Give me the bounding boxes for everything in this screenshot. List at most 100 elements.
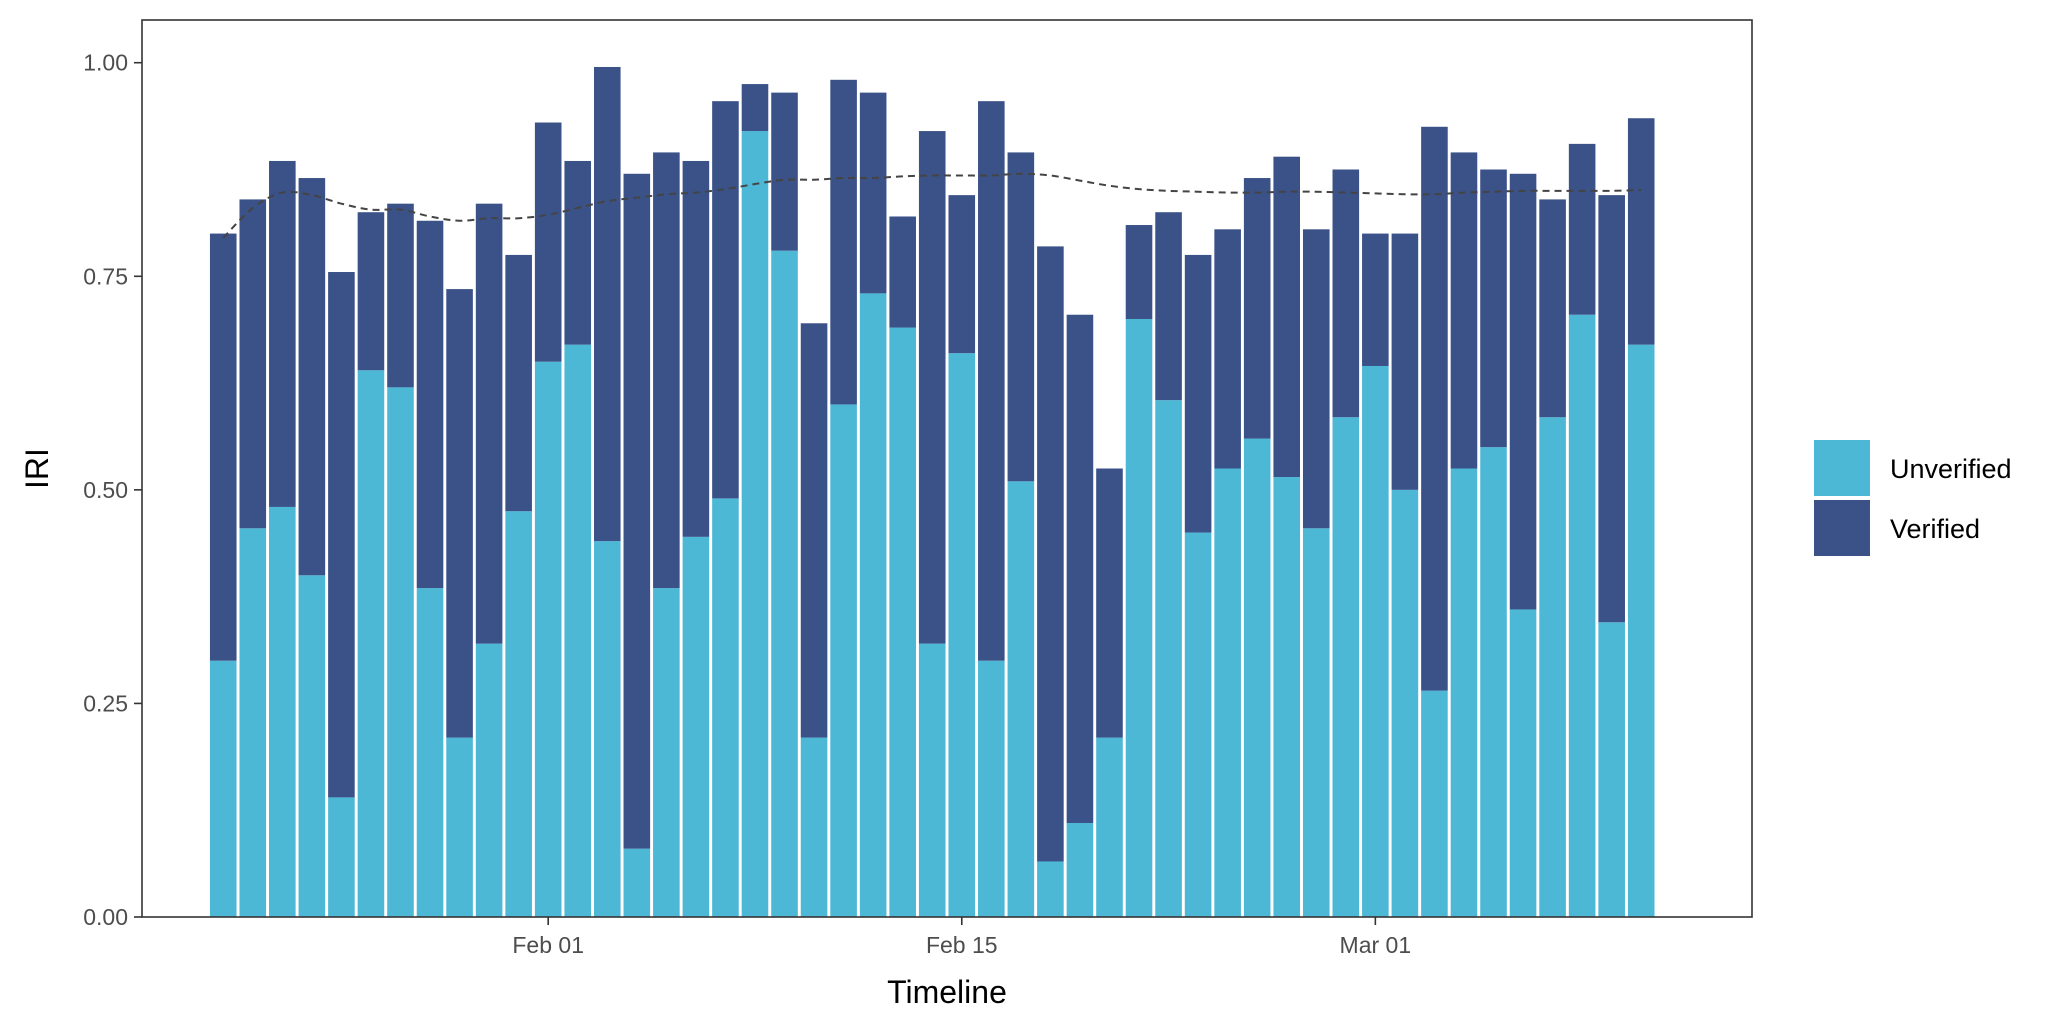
- bar-verified: [357, 212, 385, 371]
- bar-unverified: [1184, 532, 1212, 917]
- bar-verified: [1598, 195, 1625, 623]
- bar-verified: [682, 160, 710, 537]
- plot-panel-border: [141, 19, 1753, 918]
- bar-unverified: [416, 588, 444, 917]
- x-tick-label: Feb 01: [512, 932, 584, 958]
- bar-verified: [1007, 152, 1035, 482]
- x-tick-label: Mar 01: [1340, 932, 1412, 958]
- bar-verified: [564, 160, 592, 345]
- bar-unverified: [1509, 609, 1537, 917]
- bar-unverified: [357, 370, 385, 917]
- bar-verified: [505, 254, 532, 512]
- bar-unverified: [1362, 365, 1389, 917]
- bar-unverified: [1155, 400, 1182, 918]
- legend-key-verified: [1814, 500, 1870, 556]
- bar-verified: [1627, 118, 1655, 345]
- bar-unverified: [771, 250, 798, 917]
- bar-unverified: [1568, 314, 1596, 917]
- bar-verified: [1184, 254, 1212, 533]
- bar-unverified: [741, 131, 769, 918]
- bar-unverified: [1332, 417, 1360, 917]
- bar-unverified: [859, 293, 887, 917]
- bar-verified: [623, 173, 651, 849]
- bar-verified: [741, 84, 769, 132]
- legend-label-unverified: Unverified: [1890, 454, 2012, 484]
- bar-verified: [1037, 246, 1064, 862]
- bar-verified: [446, 289, 473, 738]
- bar-verified: [948, 195, 976, 354]
- legend-key-unverified: [1814, 440, 1870, 496]
- bar-unverified: [1273, 477, 1301, 917]
- bar-unverified: [1037, 861, 1064, 917]
- x-axis-title: Timeline: [887, 974, 1007, 1010]
- trend-line: [222, 172, 1642, 239]
- bar-unverified: [475, 643, 503, 917]
- bar-unverified: [1539, 417, 1566, 917]
- bar-unverified: [1302, 528, 1330, 917]
- bar-verified: [1066, 314, 1094, 824]
- bar-unverified: [209, 660, 237, 917]
- y-tick-label: 0.75: [83, 263, 128, 289]
- bars-layer: [209, 66, 1655, 918]
- bar-verified: [269, 160, 296, 507]
- bar-unverified: [593, 541, 621, 917]
- bar-verified: [1214, 229, 1241, 469]
- y-tick-label: 0.25: [83, 690, 128, 716]
- bar-unverified: [1450, 468, 1478, 917]
- bar-verified: [712, 101, 739, 499]
- bar-verified: [416, 220, 444, 589]
- bar-verified: [239, 199, 267, 529]
- bar-unverified: [534, 361, 562, 917]
- bar-verified: [298, 178, 326, 576]
- bar-unverified: [239, 528, 267, 917]
- bar-verified: [1125, 225, 1153, 319]
- bar-verified: [1155, 212, 1182, 401]
- bar-unverified: [800, 737, 828, 917]
- bar-unverified: [1243, 438, 1271, 917]
- bar-verified: [771, 92, 798, 251]
- bar-unverified: [328, 797, 355, 917]
- bar-unverified: [1480, 447, 1507, 917]
- bar-verified: [1096, 468, 1123, 738]
- bar-unverified: [1391, 489, 1419, 917]
- bar-unverified: [387, 387, 414, 917]
- bar-unverified: [1421, 690, 1448, 917]
- legend-label-verified: Verified: [1890, 514, 1980, 544]
- bar-verified: [1509, 173, 1537, 610]
- bar-verified: [1243, 178, 1271, 439]
- bar-verified: [830, 79, 857, 405]
- bar-unverified: [682, 536, 710, 917]
- bar-verified: [800, 323, 828, 738]
- bar-unverified: [948, 353, 976, 918]
- bar-unverified: [1214, 468, 1241, 917]
- bar-verified: [1539, 199, 1566, 418]
- bar-unverified: [298, 575, 326, 917]
- bar-unverified: [1007, 481, 1035, 917]
- bar-verified: [534, 122, 562, 362]
- y-tick-label: 1.00: [83, 50, 128, 76]
- bar-verified: [978, 101, 1005, 661]
- bar-unverified: [712, 498, 739, 917]
- bar-verified: [1450, 152, 1478, 469]
- x-tick-label: Feb 15: [926, 932, 998, 958]
- bar-verified: [1302, 229, 1330, 529]
- bar-unverified: [918, 643, 946, 917]
- bar-unverified: [564, 344, 592, 918]
- y-axis-title: IRI: [19, 448, 55, 489]
- bar-verified: [1332, 169, 1360, 418]
- bar-unverified: [889, 327, 916, 917]
- x-axis: Feb 01 Feb 15 Mar 01: [512, 917, 1411, 958]
- bar-unverified: [446, 737, 473, 917]
- bar-unverified: [1125, 319, 1153, 917]
- legend: Unverified Verified: [1814, 440, 2012, 556]
- bar-verified: [475, 203, 503, 644]
- bar-verified: [1480, 169, 1507, 448]
- y-tick-label: 0.00: [83, 904, 128, 930]
- bar-unverified: [623, 848, 651, 917]
- bar-verified: [859, 92, 887, 294]
- bar-verified: [1273, 156, 1301, 478]
- bar-verified: [1362, 233, 1389, 366]
- bar-verified: [387, 203, 414, 388]
- bar-verified: [1391, 233, 1419, 490]
